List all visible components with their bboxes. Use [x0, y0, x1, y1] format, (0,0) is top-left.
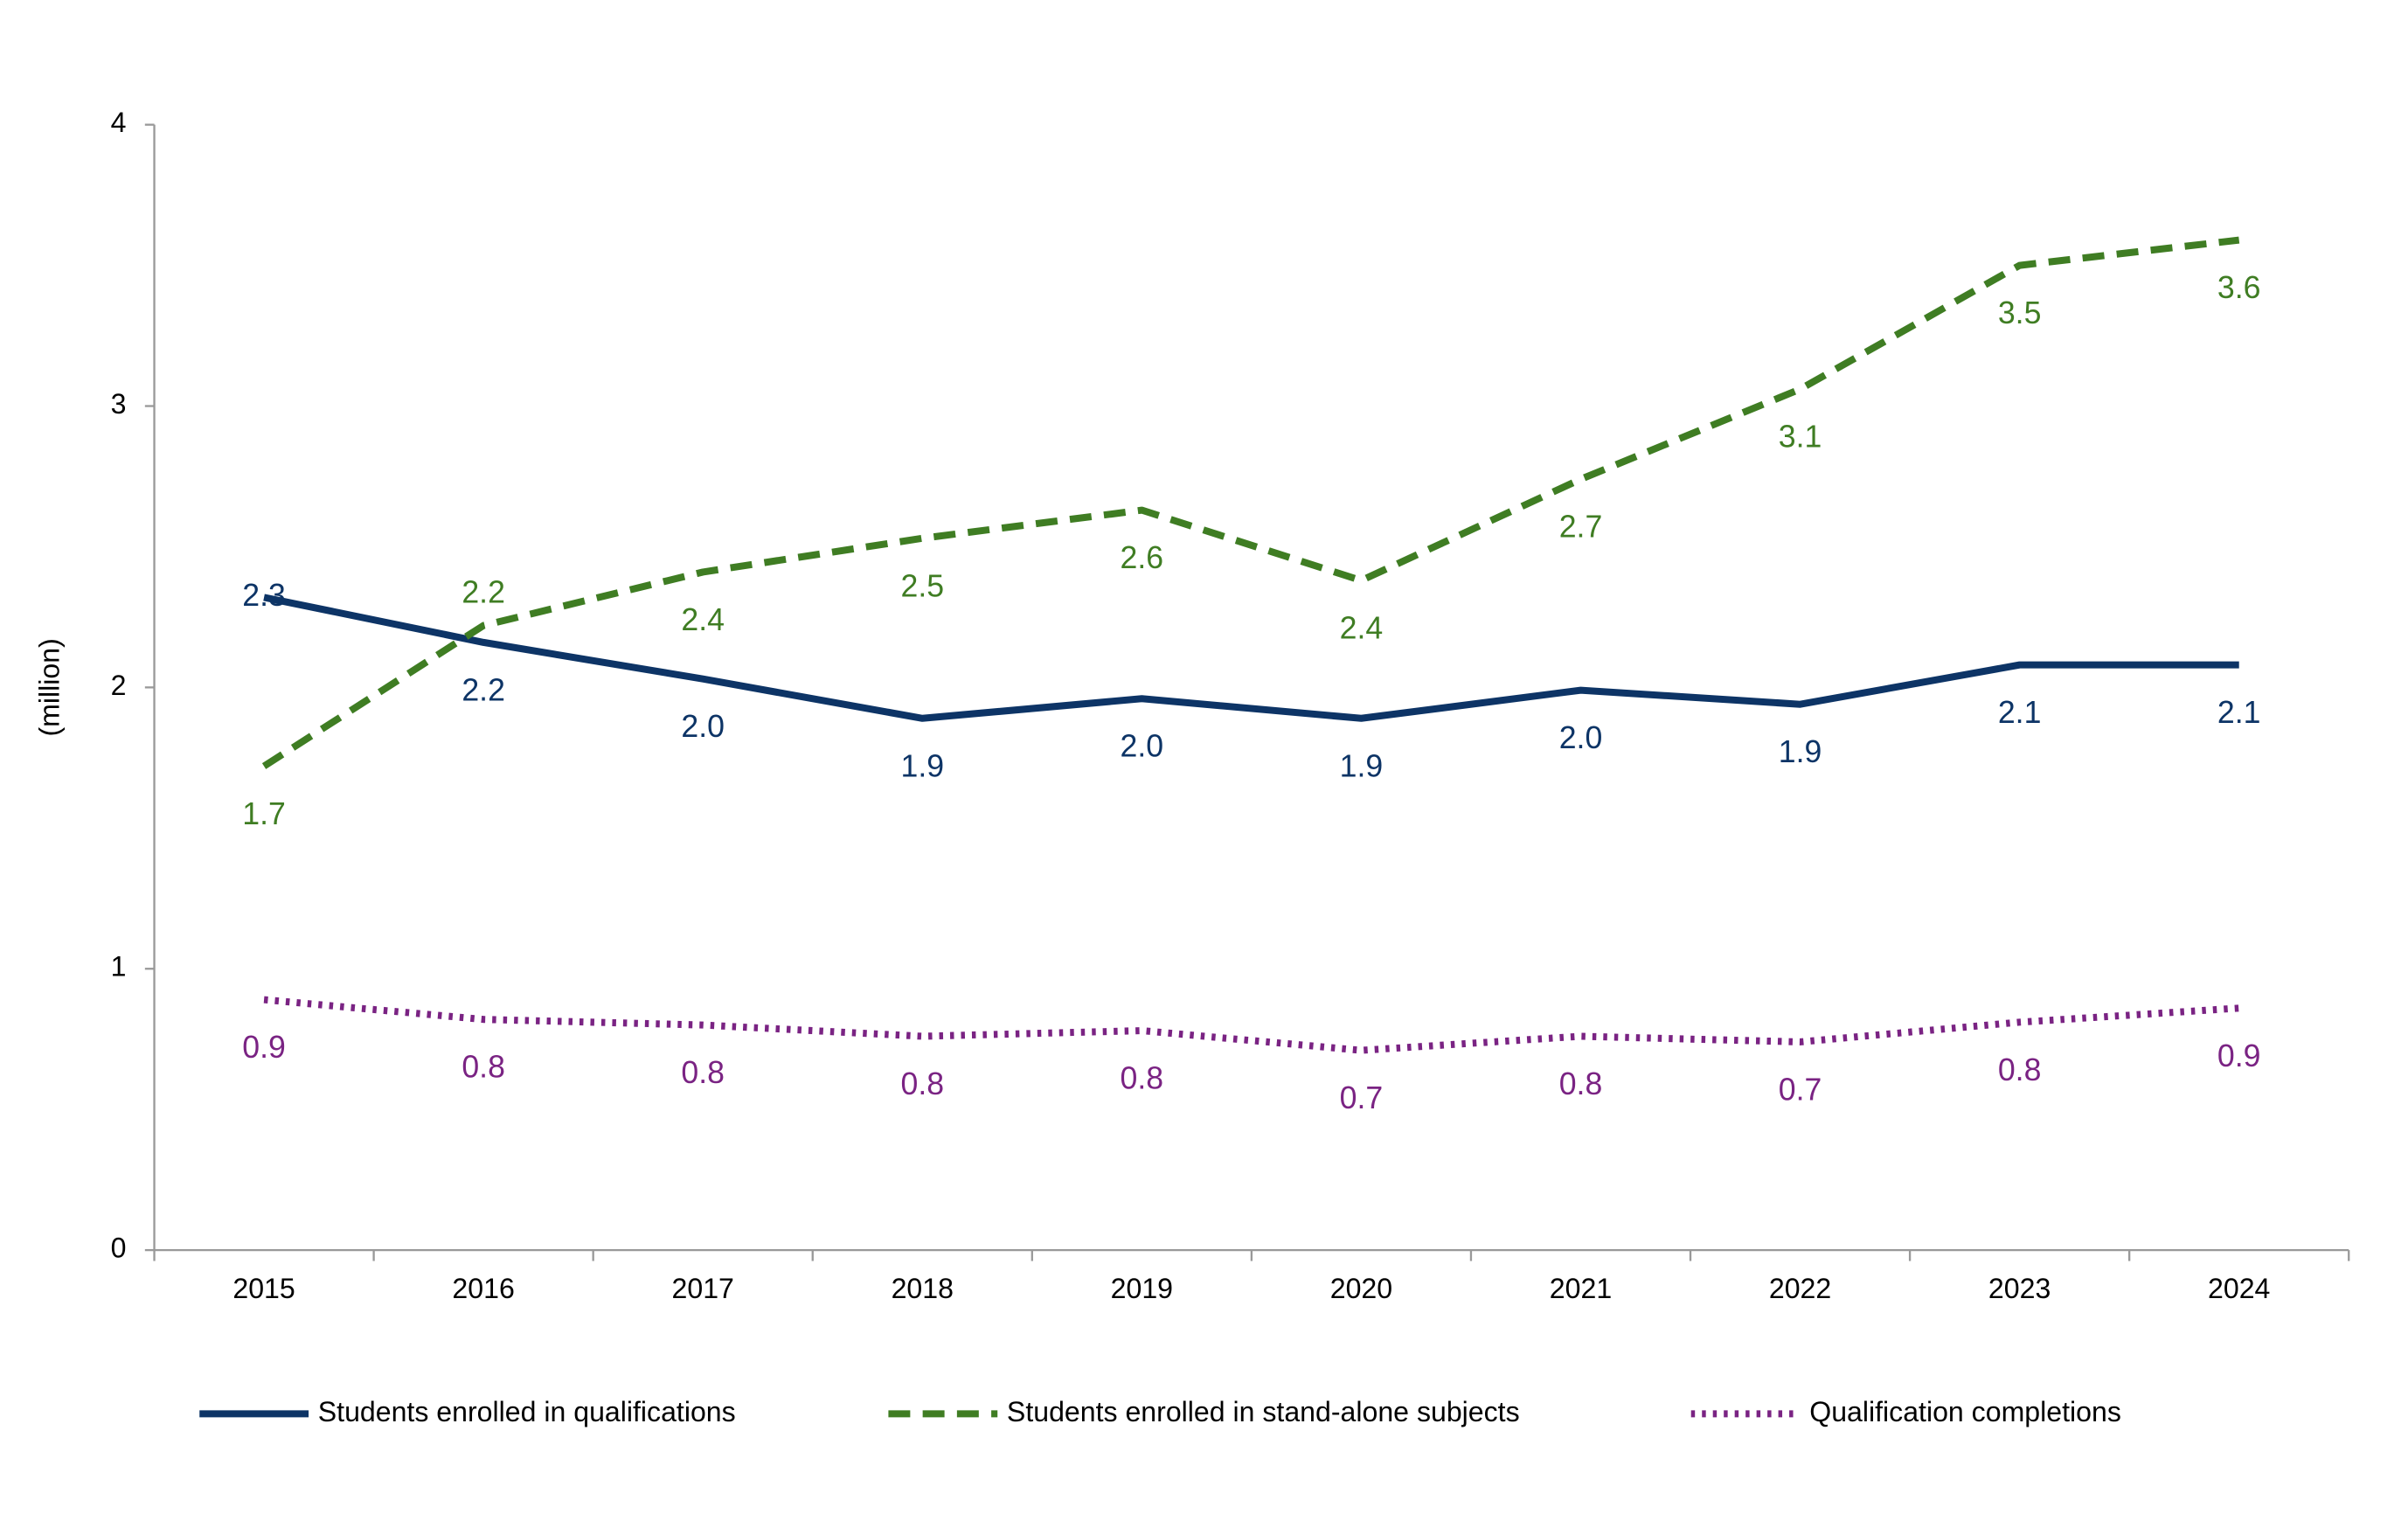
legend-label: Students enrolled in qualifications [318, 1396, 736, 1427]
data-label: 0.7 [1779, 1072, 1822, 1107]
series-line [261, 236, 2240, 769]
y-tick-label: 4 [111, 107, 127, 138]
data-label: 2.4 [681, 602, 725, 637]
x-tick-label: 2018 [892, 1273, 954, 1304]
data-label: 2.1 [2217, 695, 2261, 730]
data-label: 3.5 [1998, 295, 2042, 330]
data-label: 2.4 [1340, 611, 1384, 646]
data-label: 1.9 [900, 748, 944, 783]
data-label: 2.2 [461, 672, 505, 707]
y-tick-label: 2 [111, 670, 127, 701]
x-tick-label: 2020 [1330, 1273, 1392, 1304]
x-tick-label: 2019 [1111, 1273, 1173, 1304]
data-label: 2.3 [242, 578, 286, 613]
x-tick-label: 2017 [672, 1273, 734, 1304]
x-tick-label: 2016 [452, 1273, 514, 1304]
series-line [263, 996, 2239, 1054]
data-label: 0.9 [2217, 1038, 2261, 1073]
data-label: 2.1 [1998, 695, 2042, 730]
y-tick-label: 0 [111, 1233, 127, 1264]
series-line [263, 594, 2239, 722]
data-label: 0.8 [1998, 1052, 2042, 1087]
data-label: 1.9 [1779, 734, 1822, 769]
data-label: 1.7 [242, 796, 286, 831]
data-label: 0.8 [1121, 1061, 1164, 1096]
data-label: 0.8 [681, 1055, 725, 1090]
x-tick-label: 2024 [2208, 1273, 2270, 1304]
data-label: 0.9 [242, 1030, 286, 1065]
y-tick-label: 3 [111, 388, 127, 420]
x-tick-label: 2023 [1988, 1273, 2051, 1304]
x-tick-label: 2022 [1769, 1273, 1831, 1304]
x-tick-label: 2021 [1550, 1273, 1612, 1304]
data-label: 2.5 [900, 568, 944, 603]
legend-label: Qualification completions [1809, 1396, 2121, 1427]
data-label: 3.1 [1779, 420, 1822, 455]
data-label: 2.0 [681, 709, 725, 744]
data-label: 2.2 [461, 574, 505, 609]
data-label: 2.0 [1559, 720, 1603, 755]
y-tick-label: 1 [111, 951, 127, 983]
data-label: 3.6 [2217, 270, 2261, 305]
data-label: 1.9 [1340, 748, 1384, 783]
y-axis-label: (million) [33, 638, 65, 736]
x-tick-label: 2015 [232, 1273, 295, 1304]
data-label: 0.8 [900, 1066, 944, 1101]
data-label: 2.7 [1559, 510, 1603, 545]
data-label: 0.7 [1340, 1080, 1384, 1115]
data-label: 2.0 [1121, 729, 1164, 764]
data-label: 0.8 [1559, 1066, 1603, 1101]
legend-label: Students enrolled in stand-alone subject… [1007, 1396, 1520, 1427]
data-label: 0.8 [461, 1050, 505, 1085]
data-label: 2.6 [1121, 540, 1164, 575]
